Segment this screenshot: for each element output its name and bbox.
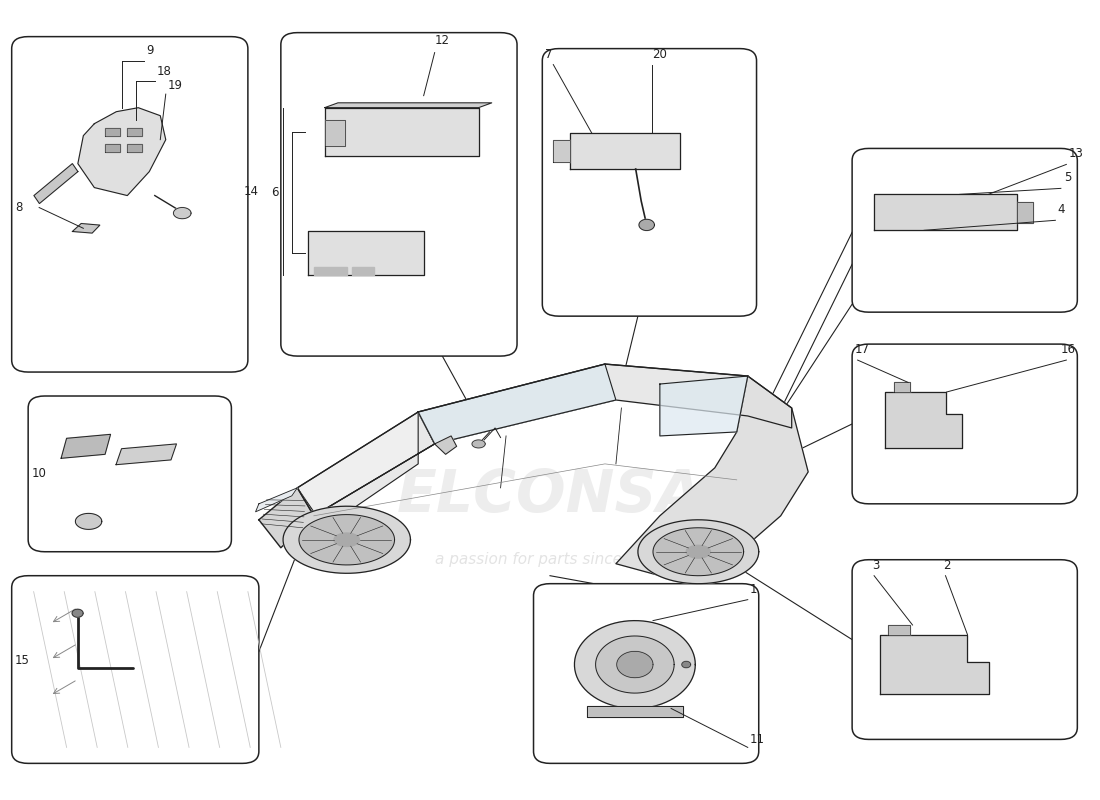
FancyBboxPatch shape (852, 344, 1077, 504)
Bar (128, 144, 142, 152)
Polygon shape (62, 434, 111, 458)
Polygon shape (283, 506, 410, 574)
Polygon shape (418, 364, 616, 444)
Text: 14: 14 (244, 185, 258, 198)
Polygon shape (174, 207, 191, 218)
FancyBboxPatch shape (542, 49, 757, 316)
Polygon shape (334, 533, 360, 546)
Text: ELCONSA: ELCONSA (397, 467, 703, 524)
Polygon shape (255, 488, 297, 512)
Polygon shape (73, 610, 84, 618)
Polygon shape (116, 444, 176, 465)
Polygon shape (258, 488, 314, 548)
Text: 11: 11 (750, 733, 764, 746)
Text: 1: 1 (750, 582, 758, 596)
Text: 20: 20 (652, 47, 667, 61)
Polygon shape (686, 546, 711, 558)
Text: a passion for parts since 1985: a passion for parts since 1985 (434, 552, 666, 567)
Polygon shape (638, 520, 759, 584)
Text: 17: 17 (855, 343, 869, 356)
Text: 5: 5 (1064, 171, 1071, 184)
Polygon shape (886, 392, 962, 448)
Polygon shape (595, 636, 674, 693)
Bar (128, 128, 142, 136)
Polygon shape (874, 194, 1016, 230)
FancyBboxPatch shape (29, 396, 231, 552)
Polygon shape (308, 231, 424, 275)
Bar (314, 267, 346, 275)
Text: 18: 18 (157, 65, 172, 78)
Text: 9: 9 (146, 44, 154, 58)
Bar (106, 128, 120, 136)
Polygon shape (682, 662, 691, 668)
Text: 4: 4 (1057, 203, 1065, 216)
Polygon shape (574, 621, 695, 709)
Polygon shape (1016, 202, 1033, 223)
Text: 10: 10 (32, 467, 46, 480)
Bar (352, 267, 374, 275)
Polygon shape (639, 219, 654, 230)
Polygon shape (880, 634, 989, 694)
Polygon shape (76, 514, 102, 530)
Polygon shape (553, 140, 570, 162)
Polygon shape (78, 108, 166, 195)
Polygon shape (324, 108, 478, 155)
Polygon shape (616, 376, 808, 576)
Polygon shape (297, 412, 434, 528)
Polygon shape (73, 223, 100, 233)
Text: 3: 3 (872, 558, 879, 572)
FancyBboxPatch shape (12, 37, 248, 372)
Polygon shape (617, 651, 653, 678)
Bar (106, 144, 120, 152)
Polygon shape (324, 103, 492, 108)
Text: 12: 12 (434, 34, 450, 47)
Bar (586, 706, 683, 718)
FancyBboxPatch shape (280, 33, 517, 356)
Text: 19: 19 (168, 78, 183, 92)
Text: 16: 16 (1060, 343, 1076, 356)
Bar (324, 120, 344, 146)
Polygon shape (660, 376, 748, 436)
Polygon shape (297, 412, 434, 516)
Polygon shape (418, 364, 792, 444)
FancyBboxPatch shape (534, 584, 759, 763)
FancyBboxPatch shape (12, 576, 258, 763)
Bar (894, 382, 911, 392)
Text: 13: 13 (1068, 147, 1084, 161)
FancyBboxPatch shape (852, 560, 1077, 739)
Text: 7: 7 (544, 47, 552, 61)
Polygon shape (34, 164, 78, 203)
Polygon shape (653, 528, 744, 576)
Polygon shape (299, 514, 395, 565)
Polygon shape (570, 133, 680, 169)
Text: 2: 2 (944, 558, 950, 572)
Text: 8: 8 (15, 201, 22, 214)
FancyBboxPatch shape (852, 149, 1077, 312)
Bar (889, 625, 911, 634)
Text: 15: 15 (15, 654, 30, 666)
Polygon shape (434, 436, 456, 454)
Polygon shape (472, 440, 485, 448)
Text: 6: 6 (271, 186, 278, 199)
